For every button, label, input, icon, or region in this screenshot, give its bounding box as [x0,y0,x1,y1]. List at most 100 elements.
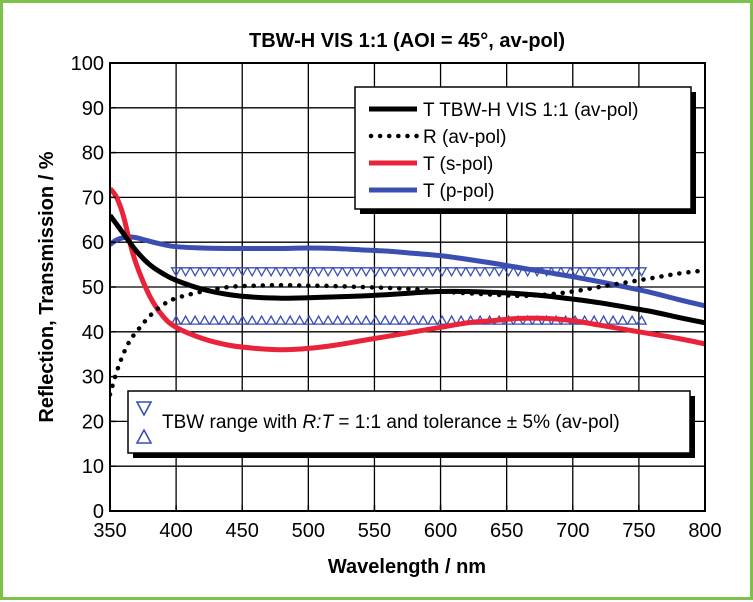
tbw-upper-marker [227,267,239,278]
series-t-p-pol-line [110,234,705,309]
x-tick-label: 450 [226,520,259,542]
tbw-lower-marker [322,314,334,325]
tbw-upper-marker [417,267,429,278]
tbw-lower-marker [635,314,648,325]
x-tick-label: 600 [424,520,457,542]
y-tick-label: 60 [82,232,104,254]
tbw-range-band [170,267,648,325]
tbw-lower-marker [369,314,382,325]
tbw-lower-marker [208,314,220,325]
tbw-lower-marker [417,314,429,325]
tbw-upper-marker [198,267,211,278]
tbw-upper-marker [369,267,382,278]
tbw-upper-marker [626,267,638,278]
tbw-upper-marker [246,267,258,278]
tbw-upper-marker [578,267,591,278]
tbw-upper-marker [265,267,277,278]
tbw-lower-marker [331,314,344,325]
tbw-upper-marker [208,267,220,278]
tbw-lower-marker [170,314,182,325]
tbw-lower-marker [398,314,410,325]
tbw-lower-marker [246,314,258,325]
tbw-lower-marker [189,314,201,325]
tbw-lower-marker [236,314,249,325]
y-tick-label: 40 [82,322,104,344]
y-tick-label: 70 [82,187,104,209]
tbw-lower-marker [350,314,363,325]
down-triangle-icon [135,401,153,417]
legend-item-t-p-pol: T (p-pol) [423,181,494,202]
tbw-upper-marker [236,267,249,278]
x-tick-label: 350 [93,520,126,542]
tbw-upper-marker [322,267,334,278]
tbw-lower-marker [626,314,638,325]
tbw-upper-marker [179,267,192,278]
tbw-lower-marker [388,314,401,325]
range-legend-box [127,390,691,454]
legend-item-t-s-pol: T (s-pol) [423,154,493,175]
tbw-lower-marker [426,314,439,325]
tbw-upper-marker [607,267,619,278]
tbw-upper-marker [217,267,230,278]
tbw-upper-marker [445,267,458,278]
x-axis-label: Wavelength / nm [328,556,486,578]
tbw-lower-marker [179,314,192,325]
tbw-upper-marker [341,267,353,278]
tbw-upper-marker [293,267,306,278]
tbw-lower-marker [265,314,277,325]
tbw-lower-marker [616,314,629,325]
series-t-s-pol-line [110,186,705,353]
chart-title: TBW-H VIS 1:1 (AOI = 45°, av-pol) [249,30,565,52]
tbw-lower-marker [303,314,315,325]
tbw-upper-marker [616,267,629,278]
y-axis-ticks: 0 10 20 30 40 50 60 70 80 90 100 [71,53,116,523]
tbw-lower-marker [379,314,391,325]
tbw-upper-marker [379,267,391,278]
legend-item-t-av-pol: T TBW-H VIS 1:1 (av-pol) [423,100,638,121]
tbw-upper-marker [502,267,515,278]
tbw-upper-marker [483,267,496,278]
series-t-av-pol-line [110,213,705,326]
x-tick-label: 750 [622,520,655,542]
tbw-lower-marker [436,314,448,325]
tbw-lower-marker [217,314,230,325]
tbw-upper-marker [474,267,486,278]
tbw-upper-marker [312,267,325,278]
tbw-upper-marker [350,267,363,278]
tbw-upper-marker [189,267,201,278]
x-tick-label: 550 [358,520,391,542]
tbw-upper-marker [493,267,505,278]
tbw-upper-marker [588,267,600,278]
y-tick-label: 50 [82,277,104,299]
up-triangle-icon [135,428,153,444]
tbw-lower-marker [341,314,353,325]
tbw-lower-marker [293,314,306,325]
tbw-upper-marker [436,267,448,278]
tbw-lower-marker [198,314,211,325]
tbw-lower-marker [274,314,287,325]
tbw-upper-marker [426,267,439,278]
tbw-upper-marker [170,267,182,278]
x-tick-label: 800 [688,520,721,542]
tbw-lower-marker [407,314,420,325]
tbw-lower-marker [284,314,296,325]
legend-item-r-av-pol: R (av-pol) [423,127,506,148]
tbw-upper-marker [388,267,401,278]
tbw-lower-marker [255,314,268,325]
legend: T TBW-H VIS 1:1 (av-pol) R (av-pol) T (s-p… [354,86,696,214]
x-axis-ticks: 350 400 450 500 550 600 650 700 750 800 [93,505,722,542]
series-layer [110,186,705,397]
tbw-upper-marker [255,267,268,278]
chart: TBW-H VIS 1:1 (AOI = 45°, av-pol) 350 400… [36,30,722,578]
tbw-lower-marker [312,314,325,325]
x-tick-label: 400 [159,520,192,542]
tbw-upper-marker [274,267,287,278]
tbw-upper-marker [464,267,477,278]
x-tick-label: 500 [292,520,325,542]
tbw-upper-marker [597,267,610,278]
y-tick-label: 80 [82,143,104,165]
tbw-upper-marker [635,267,648,278]
y-tick-label: 10 [82,456,104,478]
x-tick-label: 700 [556,520,589,542]
